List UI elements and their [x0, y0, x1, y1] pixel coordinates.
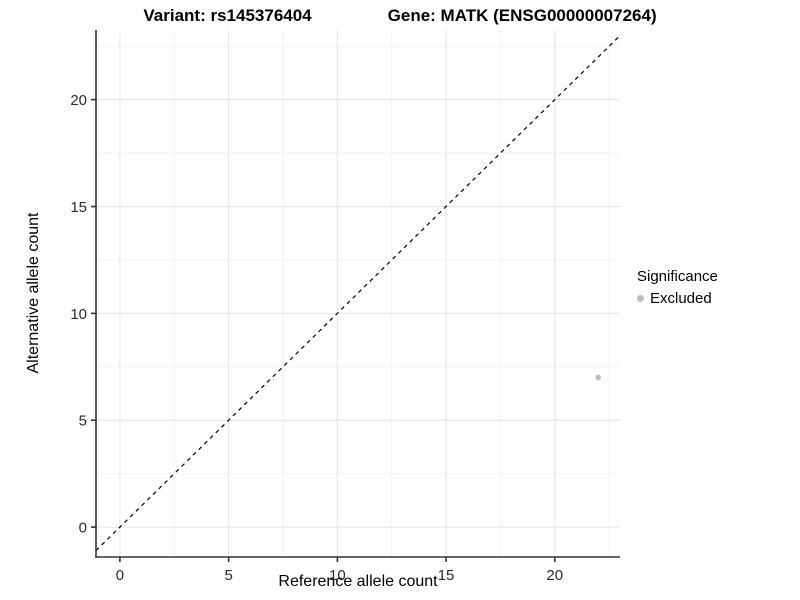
- y-axis-title: Alternative allele count: [25, 212, 42, 374]
- y-tick-label: 10: [70, 306, 87, 323]
- plot-title-row: Variant: rs145376404 Gene: MATK (ENSG000…: [0, 6, 800, 28]
- variant-title: Variant: rs145376404: [143, 6, 312, 25]
- y-tick-label: 15: [70, 199, 87, 216]
- y-tick-label: 20: [70, 92, 87, 109]
- data-point: [595, 374, 602, 381]
- legend-item-excluded: Excluded: [637, 289, 718, 308]
- legend: Significance Excluded: [637, 267, 718, 308]
- legend-point-icon: [637, 295, 644, 302]
- y-tick-label: 0: [79, 520, 87, 537]
- identity-dashed-line: [95, 35, 621, 552]
- y-tick-label: 5: [79, 413, 87, 430]
- x-tick-label: 5: [224, 567, 232, 584]
- x-tick-label: 10: [329, 567, 346, 584]
- x-tick-label: 20: [546, 567, 563, 584]
- gene-title: Gene: MATK (ENSG00000007264): [387, 6, 657, 25]
- legend-title: Significance: [637, 268, 718, 285]
- x-tick-label: 0: [116, 567, 124, 584]
- legend-item-label: Excluded: [650, 290, 712, 307]
- x-axis-title: Reference allele count: [278, 573, 438, 590]
- x-tick-label: 15: [438, 567, 455, 584]
